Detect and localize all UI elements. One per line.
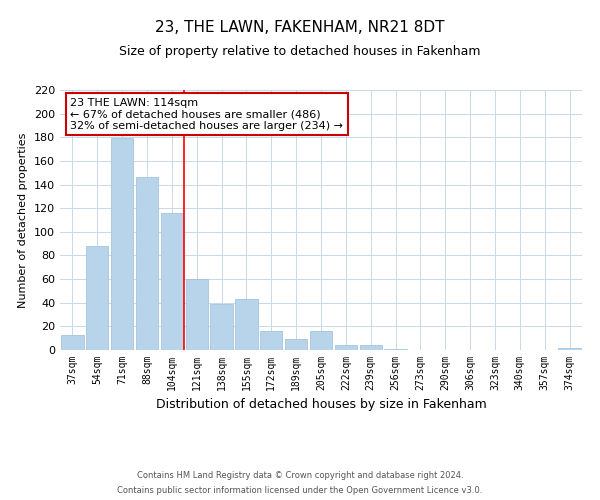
Text: Size of property relative to detached houses in Fakenham: Size of property relative to detached ho…	[119, 45, 481, 58]
Bar	[310, 331, 332, 350]
Bar	[161, 213, 183, 350]
Text: Contains HM Land Registry data © Crown copyright and database right 2024.: Contains HM Land Registry data © Crown c…	[137, 471, 463, 480]
Bar	[285, 340, 307, 350]
Bar	[235, 299, 257, 350]
Bar	[111, 138, 133, 350]
Text: Contains public sector information licensed under the Open Government Licence v3: Contains public sector information licen…	[118, 486, 482, 495]
Bar	[61, 334, 83, 350]
Y-axis label: Number of detached properties: Number of detached properties	[19, 132, 28, 308]
Text: 23, THE LAWN, FAKENHAM, NR21 8DT: 23, THE LAWN, FAKENHAM, NR21 8DT	[155, 20, 445, 35]
Bar	[559, 348, 581, 350]
Bar	[385, 349, 407, 350]
X-axis label: Distribution of detached houses by size in Fakenham: Distribution of detached houses by size …	[155, 398, 487, 411]
Bar	[136, 178, 158, 350]
Bar	[260, 331, 283, 350]
Text: 23 THE LAWN: 114sqm
← 67% of detached houses are smaller (486)
32% of semi-detac: 23 THE LAWN: 114sqm ← 67% of detached ho…	[70, 98, 343, 131]
Bar	[211, 304, 233, 350]
Bar	[359, 346, 382, 350]
Bar	[86, 246, 109, 350]
Bar	[185, 279, 208, 350]
Bar	[335, 346, 357, 350]
